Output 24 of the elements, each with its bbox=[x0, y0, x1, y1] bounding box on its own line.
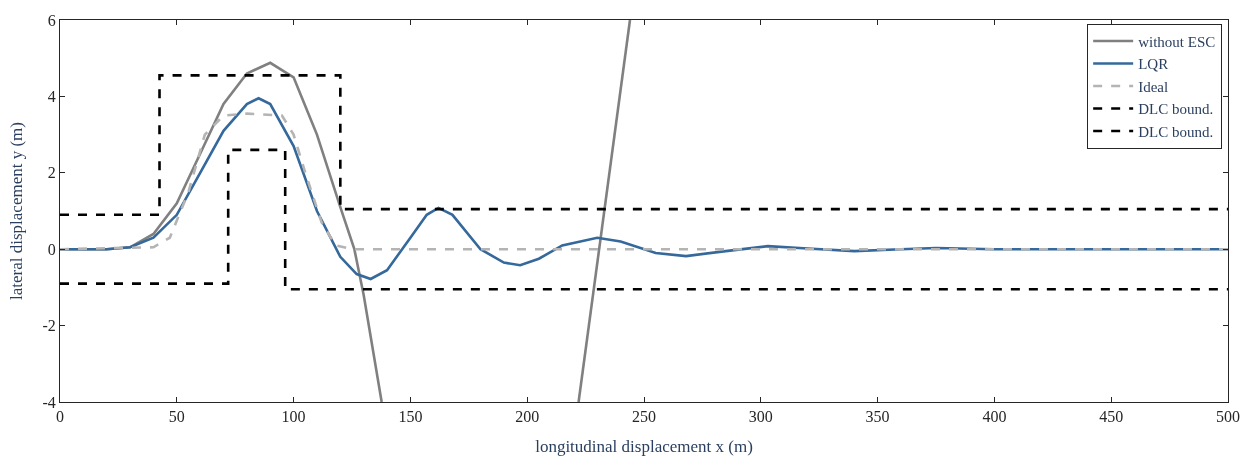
x-tick-label: 150 bbox=[398, 408, 423, 426]
legend-label: LQR bbox=[1138, 56, 1169, 73]
y-tick-label: -4 bbox=[42, 393, 56, 411]
legend-label: Ideal bbox=[1138, 78, 1169, 95]
x-axis-title: longitudinal displacement x (m) bbox=[535, 436, 753, 456]
y-tick-label: -2 bbox=[42, 317, 56, 335]
line-series bbox=[60, 112, 1228, 251]
x-tick-label: 500 bbox=[1216, 408, 1240, 426]
legend-label: DLC bound. bbox=[1138, 101, 1214, 118]
x-tick-label: 300 bbox=[748, 408, 773, 426]
x-tick-label: 50 bbox=[168, 408, 185, 426]
y-axis-title: lateral displacement y (m) bbox=[7, 122, 27, 300]
legend-label: without ESC bbox=[1138, 33, 1216, 50]
y-tick-label: 6 bbox=[47, 11, 56, 29]
y-tick-label: 4 bbox=[47, 88, 56, 105]
x-tick-label: 450 bbox=[1099, 408, 1124, 426]
x-tick-label: 350 bbox=[865, 408, 890, 426]
y-tick-label: 0 bbox=[47, 240, 56, 258]
x-tick-label: 250 bbox=[632, 408, 656, 426]
x-tick-label: 100 bbox=[281, 408, 306, 426]
legend-label: DLC bound. bbox=[1138, 123, 1214, 140]
y-tick-label: 2 bbox=[47, 164, 56, 182]
x-tick-label: 400 bbox=[982, 408, 1007, 426]
x-tick-label: 200 bbox=[515, 408, 540, 426]
